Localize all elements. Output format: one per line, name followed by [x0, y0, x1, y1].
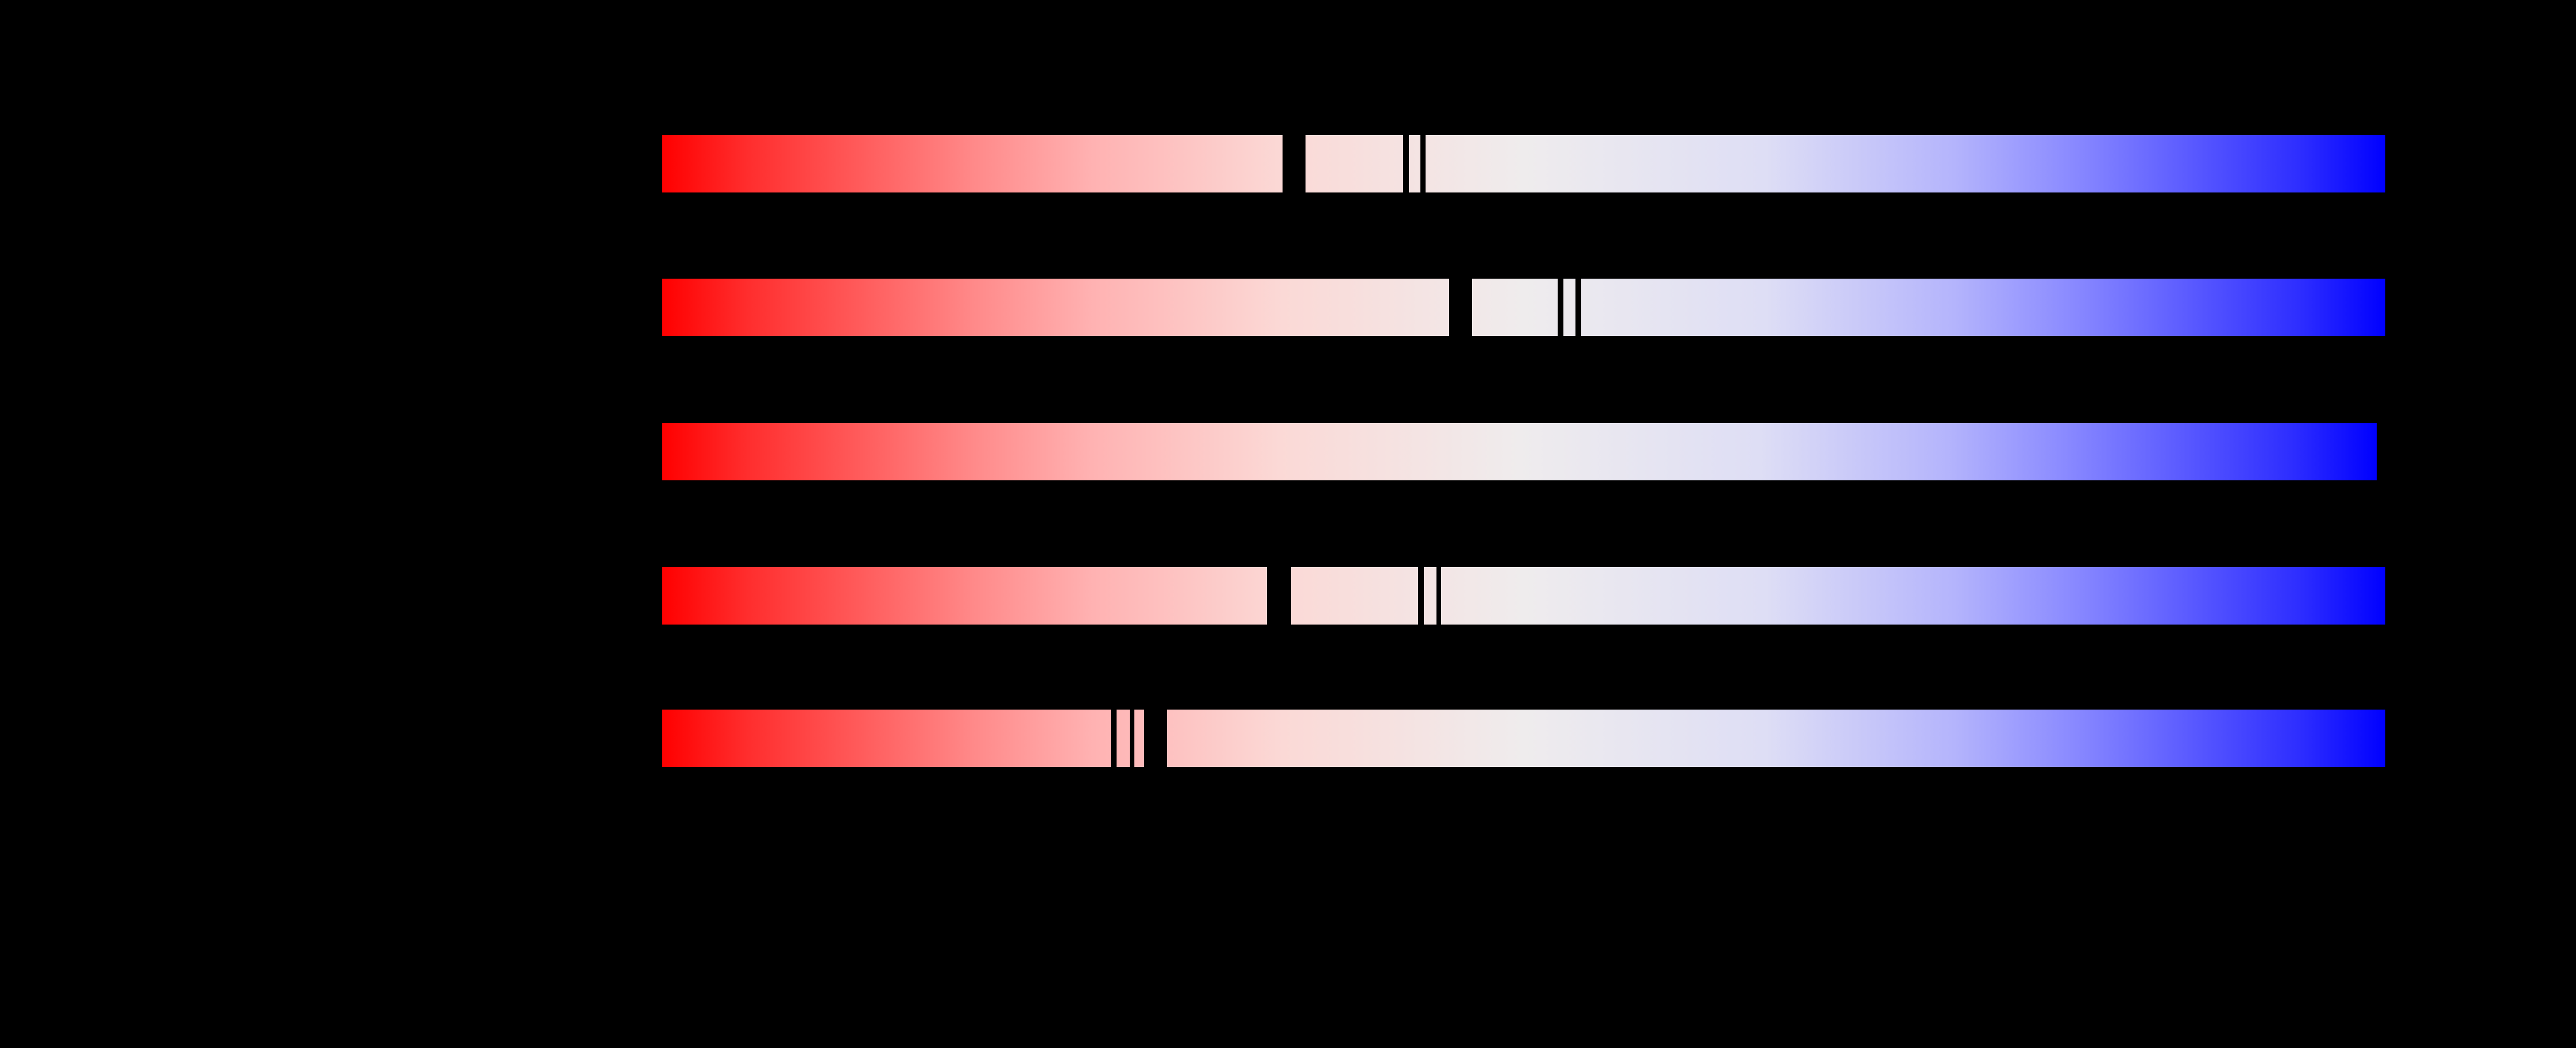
gradient-bar-5 [662, 709, 2385, 768]
marker-line-thin [1558, 278, 1563, 337]
marker-line-thin [1575, 278, 1581, 337]
marker-line-thin [1129, 709, 1134, 768]
marker-line-thick [1144, 709, 1167, 768]
marker-line-thin [1418, 567, 1424, 625]
gradient-bar-4 [662, 567, 2385, 625]
marker-line-thin [1403, 134, 1409, 193]
gradient-bar-3 [662, 423, 2377, 480]
marker-line-thin [1110, 709, 1117, 768]
marker-line-thick [1283, 134, 1306, 193]
marker-line-thin [1436, 567, 1441, 625]
gradient-bar-2 [662, 278, 2385, 337]
marker-line-thick [1449, 278, 1472, 337]
marker-line-thick [1267, 567, 1291, 625]
marker-line-thin [1420, 134, 1426, 193]
gradient-bar-1 [662, 134, 2385, 193]
